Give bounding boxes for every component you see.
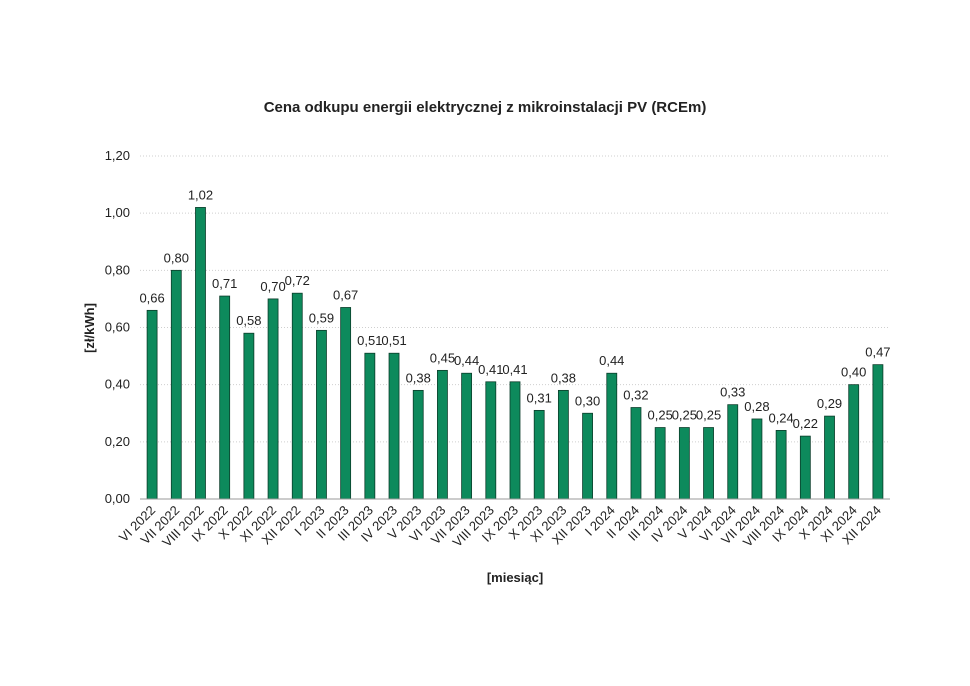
bar <box>606 372 618 500</box>
bar <box>557 389 569 500</box>
bar <box>388 352 400 500</box>
bar <box>799 435 811 500</box>
value-label: 0,24 <box>768 410 793 425</box>
bar <box>727 404 739 500</box>
y-axis-label: [zł/kWh] <box>82 303 97 353</box>
bar <box>872 364 884 500</box>
y-tick-label: 0,80 <box>105 262 130 277</box>
bar <box>630 407 642 500</box>
value-label: 0,29 <box>817 396 842 411</box>
bar <box>751 418 763 500</box>
value-label: 0,70 <box>260 279 285 294</box>
y-tick-label: 1,20 <box>105 148 130 163</box>
bar <box>654 427 666 500</box>
value-label: 0,22 <box>793 416 818 431</box>
value-label: 0,30 <box>575 393 600 408</box>
bar <box>195 207 206 500</box>
y-tick-label: 0,60 <box>105 320 130 335</box>
bar <box>509 381 521 500</box>
bar <box>533 409 545 500</box>
value-label: 0,44 <box>599 353 624 368</box>
value-label: 0,51 <box>381 333 406 348</box>
value-label: 0,80 <box>164 250 189 265</box>
value-label: 0,47 <box>865 345 890 360</box>
y-tick-label: 0,40 <box>105 377 130 392</box>
bar <box>775 429 787 500</box>
value-label: 0,71 <box>212 276 237 291</box>
value-label: 0,38 <box>406 370 431 385</box>
value-label: 0,38 <box>551 370 576 385</box>
value-label: 0,58 <box>236 313 261 328</box>
value-label: 0,45 <box>430 350 455 365</box>
bar <box>340 307 352 500</box>
value-label: 0,25 <box>696 408 721 423</box>
bar <box>824 415 835 500</box>
y-tick-label: 0,20 <box>105 434 130 449</box>
value-label: 0,66 <box>139 290 164 305</box>
chart-title: Cena odkupu energii elektrycznej z mikro… <box>264 99 707 116</box>
bar <box>703 427 714 500</box>
bar <box>412 389 424 500</box>
value-label: 0,59 <box>309 310 334 325</box>
bar <box>461 372 473 500</box>
bar <box>170 269 182 500</box>
value-label: 0,25 <box>672 408 697 423</box>
value-label: 0,40 <box>841 365 866 380</box>
bar <box>678 427 690 500</box>
value-label: 0,32 <box>623 388 648 403</box>
value-label: 0,51 <box>357 333 382 348</box>
bar <box>848 384 860 500</box>
value-label: 0,41 <box>502 362 527 377</box>
bar <box>291 292 303 500</box>
bar <box>437 369 448 500</box>
bar <box>582 412 593 500</box>
value-label: 0,33 <box>720 385 745 400</box>
bar <box>316 329 327 500</box>
value-label: 0,41 <box>478 362 503 377</box>
value-label: 1,02 <box>188 187 213 202</box>
bar <box>485 381 497 500</box>
value-label: 0,25 <box>648 408 673 423</box>
y-tick-label: 1,00 <box>105 205 130 220</box>
bar <box>243 332 255 500</box>
bar <box>267 298 279 500</box>
x-axis-label: [miesiąc] <box>487 570 543 585</box>
value-label: 0,28 <box>744 399 769 414</box>
value-label: 0,67 <box>333 287 358 302</box>
y-tick-label: 0,00 <box>105 491 130 506</box>
value-label: 0,31 <box>527 390 552 405</box>
bar <box>146 309 158 500</box>
value-label: 0,72 <box>285 273 310 288</box>
value-label: 0,44 <box>454 353 479 368</box>
bar <box>219 295 231 500</box>
bar <box>364 352 376 500</box>
